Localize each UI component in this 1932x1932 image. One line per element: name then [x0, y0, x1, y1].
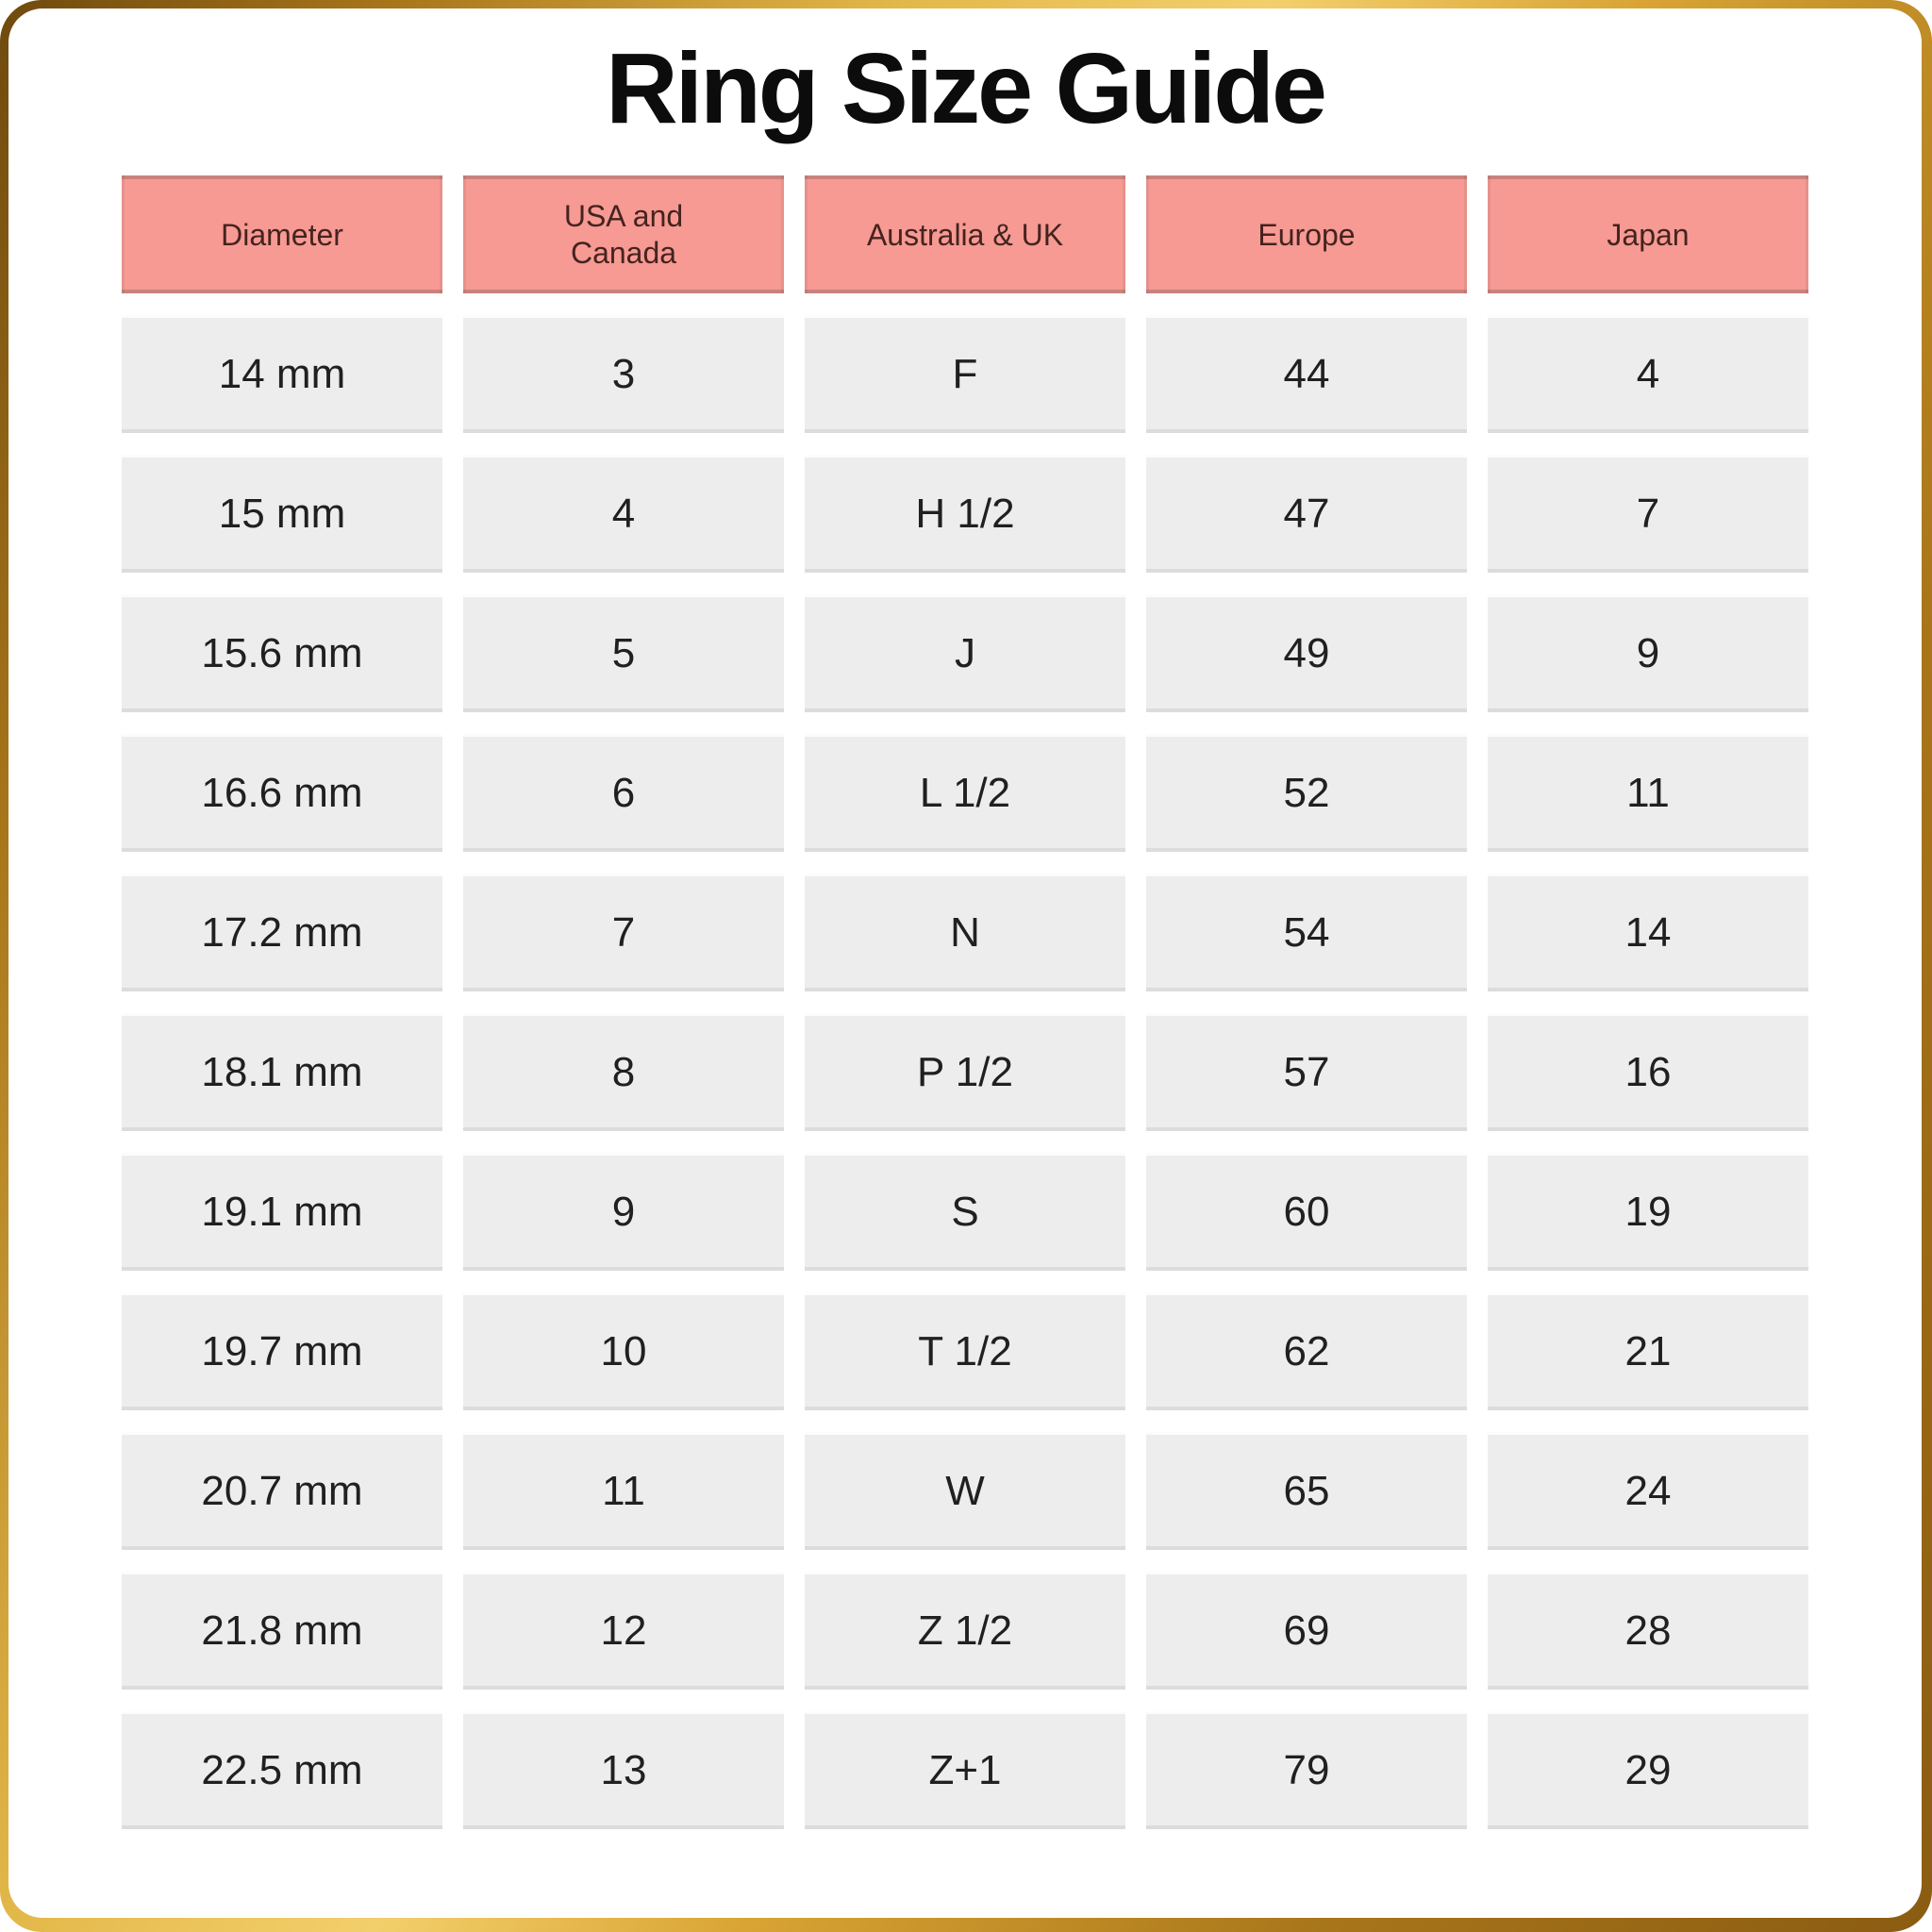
table-cell: W	[805, 1432, 1125, 1551]
table-cell: 62	[1146, 1292, 1467, 1411]
header-cell-0: Diameter	[122, 175, 442, 294]
table-cell: 21	[1488, 1292, 1808, 1411]
table-cell: 57	[1146, 1013, 1467, 1132]
table-cell: 7	[1488, 455, 1808, 574]
table-cell: 65	[1146, 1432, 1467, 1551]
table-cell: H 1/2	[805, 455, 1125, 574]
table-cell: 60	[1146, 1153, 1467, 1272]
table-cell: 49	[1146, 594, 1467, 713]
table-cell: Z 1/2	[805, 1572, 1125, 1690]
table-cell: 54	[1146, 874, 1467, 992]
table-cell: 4	[1488, 315, 1808, 434]
card-inner: Ring Size Guide Diameter USA and Canada Au…	[8, 8, 1922, 1918]
table-cell: 20.7 mm	[122, 1432, 442, 1551]
header-label: Europe	[1257, 217, 1356, 252]
table-cell: 18.1 mm	[122, 1013, 442, 1132]
table-cell: 11	[463, 1432, 784, 1551]
table-cell: 21.8 mm	[122, 1572, 442, 1690]
table-cell: 29	[1488, 1711, 1808, 1830]
table-cell: 44	[1146, 315, 1467, 434]
header-label: USA and Canada	[563, 199, 684, 270]
table-cell: 79	[1146, 1711, 1467, 1830]
table-cell: P 1/2	[805, 1013, 1125, 1132]
table-cell: T 1/2	[805, 1292, 1125, 1411]
table-cell: 15 mm	[122, 455, 442, 574]
table-cell: 19.1 mm	[122, 1153, 442, 1272]
table-cell: 5	[463, 594, 784, 713]
header-cell-1: USA and Canada	[463, 175, 784, 294]
header-cell-2: Australia & UK	[805, 175, 1125, 294]
table-cell: 9	[1488, 594, 1808, 713]
table-cell: S	[805, 1153, 1125, 1272]
table-cell: 16.6 mm	[122, 734, 442, 853]
table-cell: 6	[463, 734, 784, 853]
header-cell-3: Europe	[1146, 175, 1467, 294]
table-cell: 11	[1488, 734, 1808, 853]
table-cell: 47	[1146, 455, 1467, 574]
table-cell: 24	[1488, 1432, 1808, 1551]
table-cell: 7	[463, 874, 784, 992]
table-cell: 8	[463, 1013, 784, 1132]
table-cell: Z+1	[805, 1711, 1125, 1830]
table-cell: 4	[463, 455, 784, 574]
header-label: Australia & UK	[866, 217, 1064, 252]
table-cell: 22.5 mm	[122, 1711, 442, 1830]
table-cell: 28	[1488, 1572, 1808, 1690]
table-cell: J	[805, 594, 1125, 713]
table-cell: N	[805, 874, 1125, 992]
table-cell: 52	[1146, 734, 1467, 853]
table-cell: 19.7 mm	[122, 1292, 442, 1411]
table-cell: 10	[463, 1292, 784, 1411]
page-title: Ring Size Guide	[606, 33, 1327, 144]
table-cell: 17.2 mm	[122, 874, 442, 992]
table-cell: 16	[1488, 1013, 1808, 1132]
table-cell: 69	[1146, 1572, 1467, 1690]
table-cell: L 1/2	[805, 734, 1125, 853]
header-label: Diameter	[221, 217, 343, 252]
table-cell: F	[805, 315, 1125, 434]
table-cell: 12	[463, 1572, 784, 1690]
table-cell: 3	[463, 315, 784, 434]
table-cell: 9	[463, 1153, 784, 1272]
table-cell: 13	[463, 1711, 784, 1830]
table-cell: 19	[1488, 1153, 1808, 1272]
ring-size-table: Diameter USA and Canada Australia & UK Euro…	[122, 175, 1808, 1830]
header-cell-4: Japan	[1488, 175, 1808, 294]
table-cell: 15.6 mm	[122, 594, 442, 713]
table-cell: 14 mm	[122, 315, 442, 434]
table-cell: 14	[1488, 874, 1808, 992]
header-label: Japan	[1607, 217, 1690, 252]
